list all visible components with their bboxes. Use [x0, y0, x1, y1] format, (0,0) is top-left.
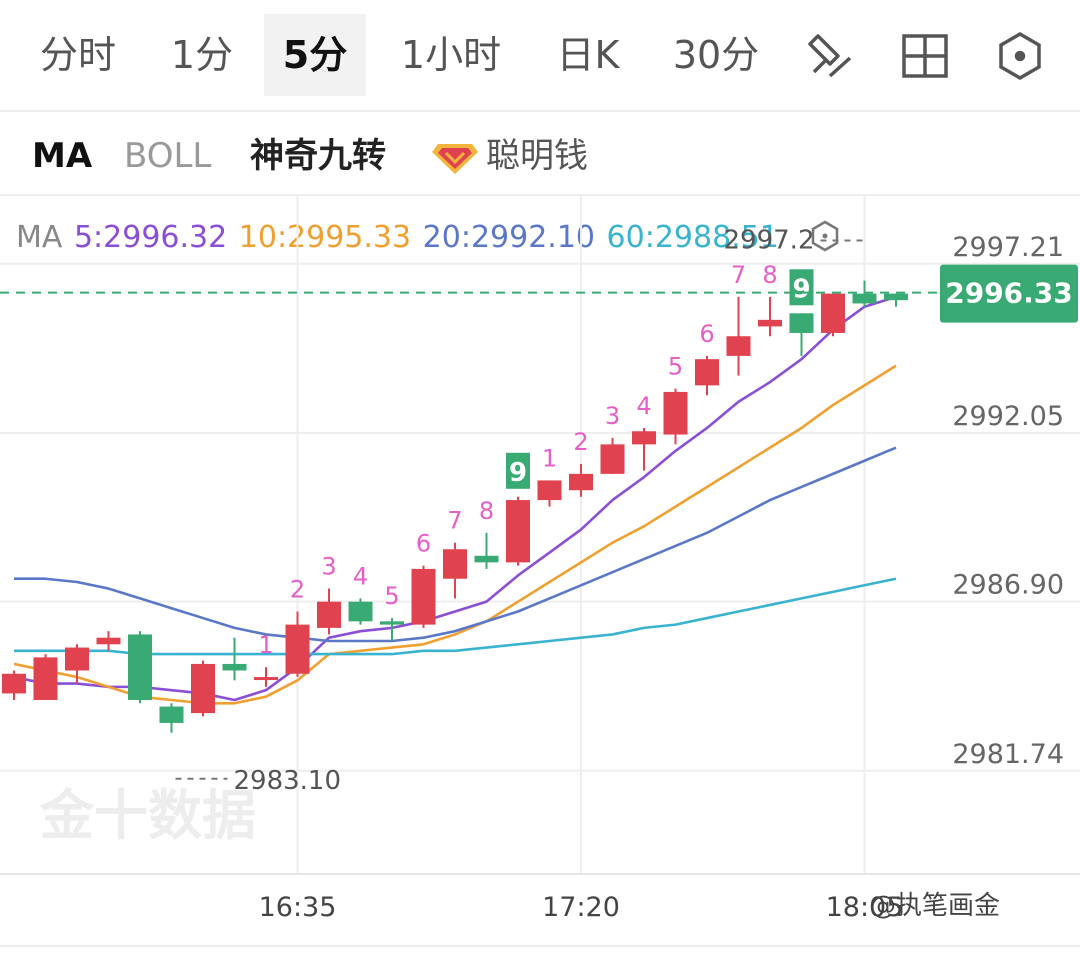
period-tab-bar: 分时 1分 5分 1小时 日K 30分 — [0, 0, 1080, 112]
ma-legend: MA 5:2996.32 10:2995.33 20:2992.10 60:29… — [16, 216, 842, 260]
candle-body — [191, 663, 215, 714]
candle-body — [254, 677, 278, 681]
sequence-label: 9 — [509, 458, 527, 488]
y-tick-label: 2981.74 — [952, 739, 1064, 770]
candle-body — [128, 634, 152, 700]
indicator-smart-money[interactable]: 聪明钱 — [432, 132, 600, 180]
candle-body — [474, 555, 499, 563]
sequence-label: 3 — [321, 553, 336, 581]
sequence-label: 1 — [258, 631, 273, 659]
sequence-label: 3 — [605, 402, 620, 430]
candle-body — [65, 647, 89, 671]
ma-settings-icon[interactable] — [808, 219, 842, 253]
current-price-label: 2996.33 — [945, 277, 1073, 310]
ma60-value: 60:2988.51 — [606, 220, 779, 255]
sequence-label: 4 — [636, 392, 651, 420]
candle-body — [222, 663, 247, 671]
candle-body — [96, 637, 121, 645]
sequence-label: 9 — [792, 274, 810, 304]
y-tick-label: 2997.21 — [952, 232, 1064, 263]
sequence-label: 2 — [573, 428, 588, 456]
indicator-ma[interactable]: MA — [32, 136, 93, 176]
candle-body — [506, 500, 530, 563]
y-tick-label: 2986.90 — [952, 570, 1064, 601]
candle-body — [411, 568, 436, 625]
x-tick-label: 18:05 — [826, 892, 904, 923]
candle-body — [33, 657, 58, 700]
price-axis: 2997.21 2992.05 2986.90 2981.74 — [952, 232, 1064, 770]
smart-money-label: 聪明钱 — [486, 136, 588, 176]
sequence-label: 5 — [384, 582, 399, 610]
candle-body — [443, 549, 467, 579]
sequence-label: 6 — [699, 320, 714, 348]
ma-lines — [13, 295, 897, 705]
sequence-label: 7 — [731, 261, 746, 289]
candle-body — [537, 480, 562, 501]
candle-body — [317, 601, 341, 628]
settings-hexagon-icon[interactable] — [992, 28, 1048, 84]
sequence-label: 5 — [668, 353, 683, 381]
candle-body — [695, 359, 719, 386]
candle-body — [285, 624, 310, 674]
candle-body — [663, 391, 688, 435]
diamond-icon — [432, 144, 478, 174]
ma5-value: 5:2996.32 — [73, 220, 228, 255]
ma-line-ma5 — [13, 295, 897, 702]
tab-daily-k[interactable]: 日K — [556, 33, 620, 77]
candle-body — [821, 293, 845, 333]
time-axis: 16:35 17:20 18:05 — [259, 892, 904, 923]
low-price-label: 2983.10 — [234, 766, 342, 796]
tab-30min[interactable]: 30分 — [672, 33, 760, 77]
indicator-bar: MA BOLL 神奇九转 聪明钱 — [0, 118, 1080, 196]
candles — [2, 280, 908, 733]
draw-icon[interactable] — [800, 28, 856, 84]
grid-icon[interactable] — [898, 28, 954, 84]
x-tick-label: 17:20 — [542, 892, 620, 923]
chart-overlay: 2996.33 2997.2 2983.10 — [0, 226, 1078, 796]
tab-timeshare[interactable]: 分时 — [39, 33, 116, 77]
ma-line-ma60 — [14, 577, 897, 656]
watermark: 金十数据 — [39, 784, 256, 847]
sequence-label: 4 — [353, 562, 368, 590]
candle-body — [569, 473, 593, 491]
candle-body — [380, 621, 404, 625]
candle-body — [348, 601, 373, 622]
tab-5min[interactable]: 5分 — [264, 14, 366, 96]
tab-1min[interactable]: 1分 — [170, 33, 234, 77]
candle-body — [2, 673, 26, 694]
tab-1hour[interactable]: 1小时 — [400, 33, 502, 77]
ma20-value: 20:2992.10 — [422, 220, 595, 255]
x-tick-label: 16:35 — [259, 892, 337, 923]
ma-legend-prefix: MA — [16, 220, 63, 255]
sequence-label: 2 — [290, 576, 305, 604]
indicator-nine-turn[interactable]: 神奇九转 — [250, 136, 386, 176]
high-price-label: 2997.2 — [724, 226, 815, 256]
corner-watermark: @执笔画金 — [870, 891, 1000, 921]
ma-line-ma20 — [14, 446, 897, 643]
candle-body — [600, 444, 625, 474]
candle-body — [726, 336, 751, 356]
sequence-label: 1 — [542, 444, 557, 472]
sequence-label: 7 — [447, 507, 462, 535]
sequence-box — [506, 452, 530, 489]
candle-body — [852, 293, 877, 304]
ma10-value: 10:2995.33 — [238, 220, 412, 255]
sequence-label: 8 — [762, 261, 777, 289]
candle-body — [789, 313, 814, 333]
candle-body — [159, 706, 184, 723]
sequence-label: 6 — [416, 530, 431, 558]
sequence-label: 8 — [479, 497, 494, 525]
y-tick-label: 2992.05 — [952, 401, 1064, 432]
current-price-tag — [940, 264, 1078, 323]
indicator-boll[interactable]: BOLL — [124, 136, 212, 176]
candle-body — [758, 319, 782, 327]
ma-line-ma10 — [13, 364, 897, 705]
candle-body — [632, 431, 656, 445]
candle-body — [884, 293, 908, 301]
sequence-box — [789, 269, 814, 306]
